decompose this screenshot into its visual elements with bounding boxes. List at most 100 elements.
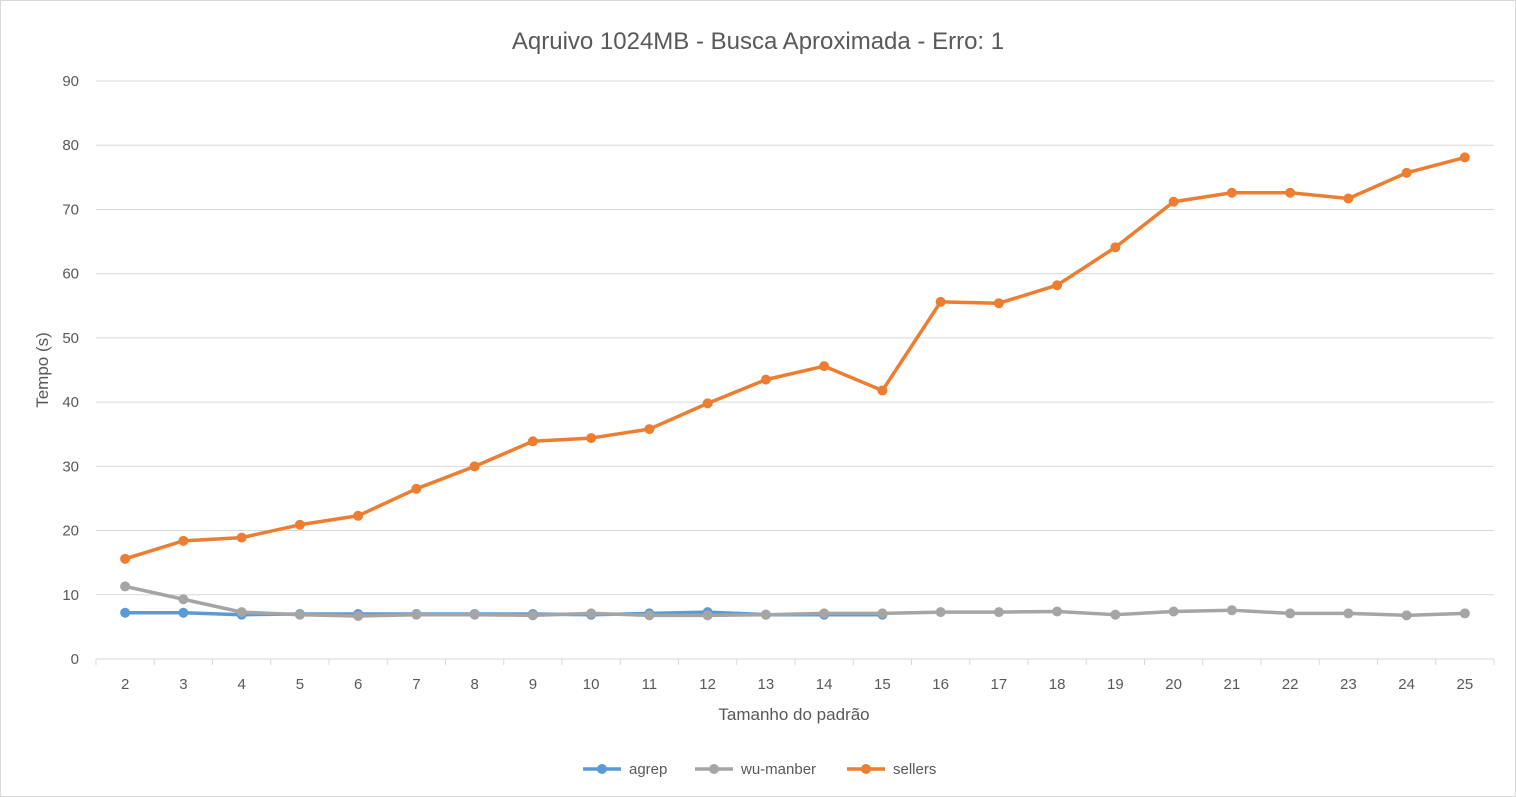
data-point-wu-manber-25 [1459,608,1470,619]
data-point-sellers-24 [1401,167,1412,178]
y-tick-label: 90 [62,73,79,90]
x-tick-label: 7 [412,676,420,693]
legend-swatch-marker [861,764,871,774]
y-axis-title: Tempo (s) [33,332,52,408]
x-tick-label: 24 [1398,676,1415,693]
y-tick-label: 10 [62,587,79,604]
data-point-sellers-19 [1110,242,1121,253]
data-point-sellers-13 [760,374,771,385]
data-point-wu-manber-5 [294,609,305,620]
legend-label: wu-manber [740,761,816,778]
data-point-wu-manber-7 [411,609,422,620]
data-point-wu-manber-13 [760,609,771,620]
data-point-sellers-9 [527,436,538,447]
data-point-wu-manber-23 [1343,608,1354,619]
x-tick-label: 16 [932,676,949,693]
legend: agrep wu-manber sellers [583,761,936,778]
x-tick-label: 15 [874,676,891,693]
data-point-sellers-21 [1226,187,1237,198]
x-tick-label: 5 [296,676,304,693]
data-point-wu-manber-22 [1285,608,1296,619]
y-tick-label: 30 [62,458,79,475]
x-tick-label: 18 [1049,676,1066,693]
x-tick-label: 19 [1107,676,1124,693]
series-line-wu-manber [123,584,1467,618]
series-wu-manber [120,581,1470,621]
y-tick-label: 60 [62,266,79,283]
data-point-wu-manber-16 [935,607,946,618]
x-tick-label: 8 [470,676,478,693]
gridlines [96,80,1494,660]
data-point-wu-manber-3 [178,594,189,605]
legend-item-wu-manber: wu-manber [695,761,816,778]
data-point-sellers-12 [702,398,713,409]
data-point-sellers-25 [1459,152,1470,163]
legend-swatch-marker [709,764,719,774]
series-group [120,152,1470,621]
series-sellers [120,152,1470,564]
y-tick-label: 0 [71,651,79,668]
x-tick-label: 6 [354,676,362,693]
y-tick-label: 20 [62,523,79,540]
x-tick-label: 14 [816,676,833,693]
data-point-wu-manber-24 [1401,610,1412,621]
data-point-wu-manber-6 [353,610,364,621]
data-point-wu-manber-9 [527,610,538,621]
x-axis-title: Tamanho do padrão [718,705,869,724]
data-point-sellers-4 [236,532,247,543]
data-point-wu-manber-4 [236,607,247,618]
data-point-wu-manber-10 [586,608,597,619]
x-tick-label: 13 [758,676,775,693]
data-point-sellers-20 [1168,196,1179,207]
legend-label: sellers [893,761,936,778]
x-tick-label: 12 [699,676,716,693]
data-point-wu-manber-12 [702,610,713,621]
x-axis: 2 3 4 5 6 7 8 9 10 11 12 13 14 15 16 17 18 19 20 21 22 23 24 25 [95,659,1495,693]
data-point-sellers-16 [935,296,946,307]
x-tick-label: 21 [1224,676,1241,693]
data-point-wu-manber-2 [120,581,131,592]
data-point-wu-manber-8 [469,609,480,620]
data-point-sellers-18 [1052,280,1063,291]
data-point-sellers-15 [877,385,888,396]
series-line-sellers [123,155,1467,561]
data-point-sellers-11 [644,424,655,435]
x-tick-label: 22 [1282,676,1299,693]
data-point-sellers-7 [411,483,422,494]
y-axis: 0 10 20 30 40 50 60 70 80 90 [62,73,79,668]
x-tick-label: 2 [121,676,129,693]
data-point-agrep-2 [120,607,131,618]
data-point-sellers-14 [819,361,830,372]
legend-swatch-marker [597,764,607,774]
data-point-sellers-10 [586,433,597,444]
x-tick-label: 10 [583,676,600,693]
data-point-wu-manber-11 [644,610,655,621]
x-tick-label: 11 [642,676,658,693]
x-tick-label: 3 [179,676,187,693]
data-point-sellers-5 [294,519,305,530]
y-tick-label: 70 [62,201,79,218]
data-point-wu-manber-17 [993,607,1004,618]
y-tick-label: 50 [62,330,79,347]
data-point-sellers-22 [1285,187,1296,198]
y-tick-label: 40 [62,394,79,411]
data-point-sellers-6 [353,510,364,521]
data-point-sellers-3 [178,535,189,546]
x-tick-label: 9 [529,676,537,693]
data-point-wu-manber-20 [1168,606,1179,617]
data-point-wu-manber-18 [1052,606,1063,617]
data-point-sellers-2 [120,553,131,564]
legend-item-agrep: agrep [583,761,667,778]
x-tick-label: 17 [991,676,1008,693]
data-point-wu-manber-19 [1110,609,1121,620]
y-tick-label: 80 [62,137,79,154]
x-tick-label: 23 [1340,676,1357,693]
data-point-sellers-17 [993,298,1004,309]
legend-item-sellers: sellers [847,761,936,778]
data-point-wu-manber-21 [1226,605,1237,616]
data-point-wu-manber-14 [819,608,830,619]
data-point-agrep-3 [178,607,189,618]
legend-label: agrep [629,761,667,778]
